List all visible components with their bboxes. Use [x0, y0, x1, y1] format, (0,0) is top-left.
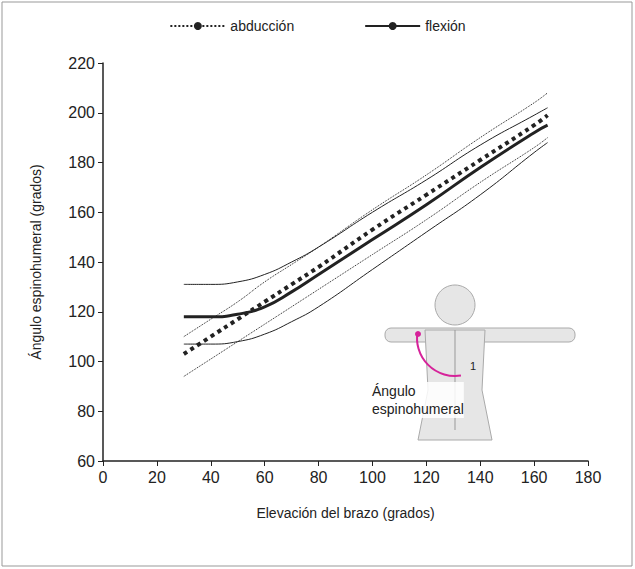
svg-text:1: 1 [470, 360, 476, 372]
svg-text:100: 100 [359, 469, 386, 486]
svg-text:20: 20 [148, 469, 166, 486]
svg-text:espinohumeral: espinohumeral [372, 401, 464, 417]
svg-text:60: 60 [77, 453, 95, 470]
svg-text:abducción: abducción [230, 18, 294, 34]
svg-text:80: 80 [77, 403, 95, 420]
svg-text:Elevación del brazo (grados): Elevación del brazo (grados) [256, 505, 434, 521]
svg-text:160: 160 [521, 469, 548, 486]
svg-text:flexión: flexión [425, 18, 465, 34]
svg-text:220: 220 [68, 55, 95, 72]
svg-text:180: 180 [575, 469, 602, 486]
svg-text:180: 180 [68, 154, 95, 171]
svg-text:100: 100 [68, 353, 95, 370]
svg-text:200: 200 [68, 104, 95, 121]
svg-text:60: 60 [256, 469, 274, 486]
svg-text:40: 40 [202, 469, 220, 486]
svg-text:140: 140 [467, 469, 494, 486]
svg-text:140: 140 [68, 254, 95, 271]
svg-text:160: 160 [68, 204, 95, 221]
svg-text:Ángulo espinohumeral (grados): Ángulo espinohumeral (grados) [28, 164, 44, 359]
svg-text:120: 120 [68, 303, 95, 320]
svg-text:0: 0 [99, 469, 108, 486]
svg-text:120: 120 [413, 469, 440, 486]
svg-text:80: 80 [310, 469, 328, 486]
svg-text:Ángulo: Ángulo [372, 383, 416, 399]
